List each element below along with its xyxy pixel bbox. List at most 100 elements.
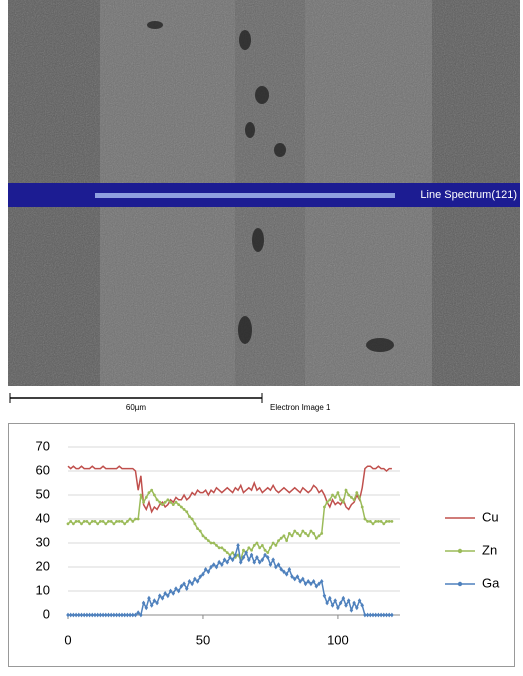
point-marker (150, 489, 153, 492)
point-marker (212, 542, 215, 545)
point-marker (215, 544, 218, 547)
point-marker (326, 501, 329, 504)
point-marker (380, 520, 383, 523)
point-marker (107, 520, 110, 523)
point-marker (99, 520, 102, 523)
point-marker (199, 530, 202, 533)
point-marker (126, 520, 129, 523)
point-marker (231, 551, 234, 554)
point-marker (83, 520, 86, 523)
screen: Line Spectrum(121) 60µm Electron Image 1… (0, 0, 523, 671)
point-marker (391, 520, 394, 523)
point-marker (358, 496, 361, 499)
point-marker (261, 544, 264, 547)
point-marker (372, 522, 375, 525)
page: Line Spectrum(121) 60µm Electron Image 1… (0, 0, 523, 676)
point-marker (175, 501, 178, 504)
point-marker (202, 534, 205, 537)
point-marker (310, 530, 313, 533)
point-marker (156, 498, 159, 501)
point-marker (137, 518, 140, 521)
point-marker (256, 542, 259, 545)
legend-marker (458, 549, 462, 553)
point-marker (339, 498, 342, 501)
point-marker (223, 549, 226, 552)
point-marker (69, 520, 72, 523)
point-marker (277, 539, 280, 542)
point-marker (148, 491, 151, 494)
point-marker (67, 522, 70, 525)
point-marker (172, 503, 175, 506)
point-marker (94, 520, 97, 523)
point-marker (177, 503, 180, 506)
point-marker (364, 518, 367, 521)
point-marker (323, 506, 326, 509)
point-marker (72, 522, 75, 525)
point-marker (196, 527, 199, 530)
point-marker (269, 546, 272, 549)
point-marker (328, 498, 331, 501)
legend-label: Zn (482, 542, 497, 557)
point-marker (91, 520, 94, 523)
point-marker (293, 530, 296, 533)
x-tick-label: 50 (196, 632, 210, 647)
point-marker (85, 520, 88, 523)
point-marker (388, 520, 391, 523)
point-marker (366, 520, 369, 523)
point-marker (123, 522, 126, 525)
point-marker (153, 494, 156, 497)
point-marker (253, 544, 256, 547)
point-marker (307, 534, 310, 537)
point-marker (220, 546, 223, 549)
point-marker (377, 520, 380, 523)
point-marker (104, 522, 107, 525)
y-tick-label: 70 (36, 438, 50, 453)
point-marker (145, 496, 148, 499)
point-marker (320, 532, 323, 535)
point-marker (283, 534, 286, 537)
scale-label: 60µm (126, 403, 147, 412)
legend-label: Cu (482, 509, 499, 524)
scale-area (8, 386, 520, 416)
y-tick-label: 30 (36, 534, 50, 549)
point-marker (382, 522, 385, 525)
point-marker (250, 549, 253, 552)
point-marker (247, 546, 250, 549)
point-marker (285, 539, 288, 542)
point-marker (139, 494, 142, 497)
y-tick-label: 0 (43, 606, 50, 621)
point-marker (242, 549, 245, 552)
legend-label: Ga (482, 575, 500, 590)
point-marker (274, 544, 277, 547)
x-tick-label: 0 (64, 632, 71, 647)
x-tick-label: 100 (327, 632, 349, 647)
point-marker (102, 520, 105, 523)
point-marker (80, 522, 83, 525)
point-marker (266, 551, 269, 554)
point-marker (131, 520, 134, 523)
point-marker (272, 542, 275, 545)
point-marker (185, 510, 188, 513)
y-tick-label: 50 (36, 486, 50, 501)
point-marker (188, 515, 191, 518)
point-marker (315, 537, 318, 540)
point-marker (226, 551, 229, 554)
point-marker (353, 498, 356, 501)
point-marker (210, 542, 213, 545)
point-marker (280, 537, 283, 540)
point-marker (345, 489, 348, 492)
point-marker (258, 546, 261, 549)
point-marker (291, 534, 294, 537)
image-caption: Electron Image 1 (270, 403, 331, 412)
point-marker (318, 534, 321, 537)
y-tick-label: 10 (36, 582, 50, 597)
point-marker (158, 501, 161, 504)
point-marker (207, 539, 210, 542)
point-marker (129, 518, 132, 521)
point-marker (331, 494, 334, 497)
point-marker (180, 506, 183, 509)
point-marker (218, 546, 221, 549)
point-marker (112, 522, 115, 525)
point-marker (301, 530, 304, 533)
point-marker (299, 534, 302, 537)
